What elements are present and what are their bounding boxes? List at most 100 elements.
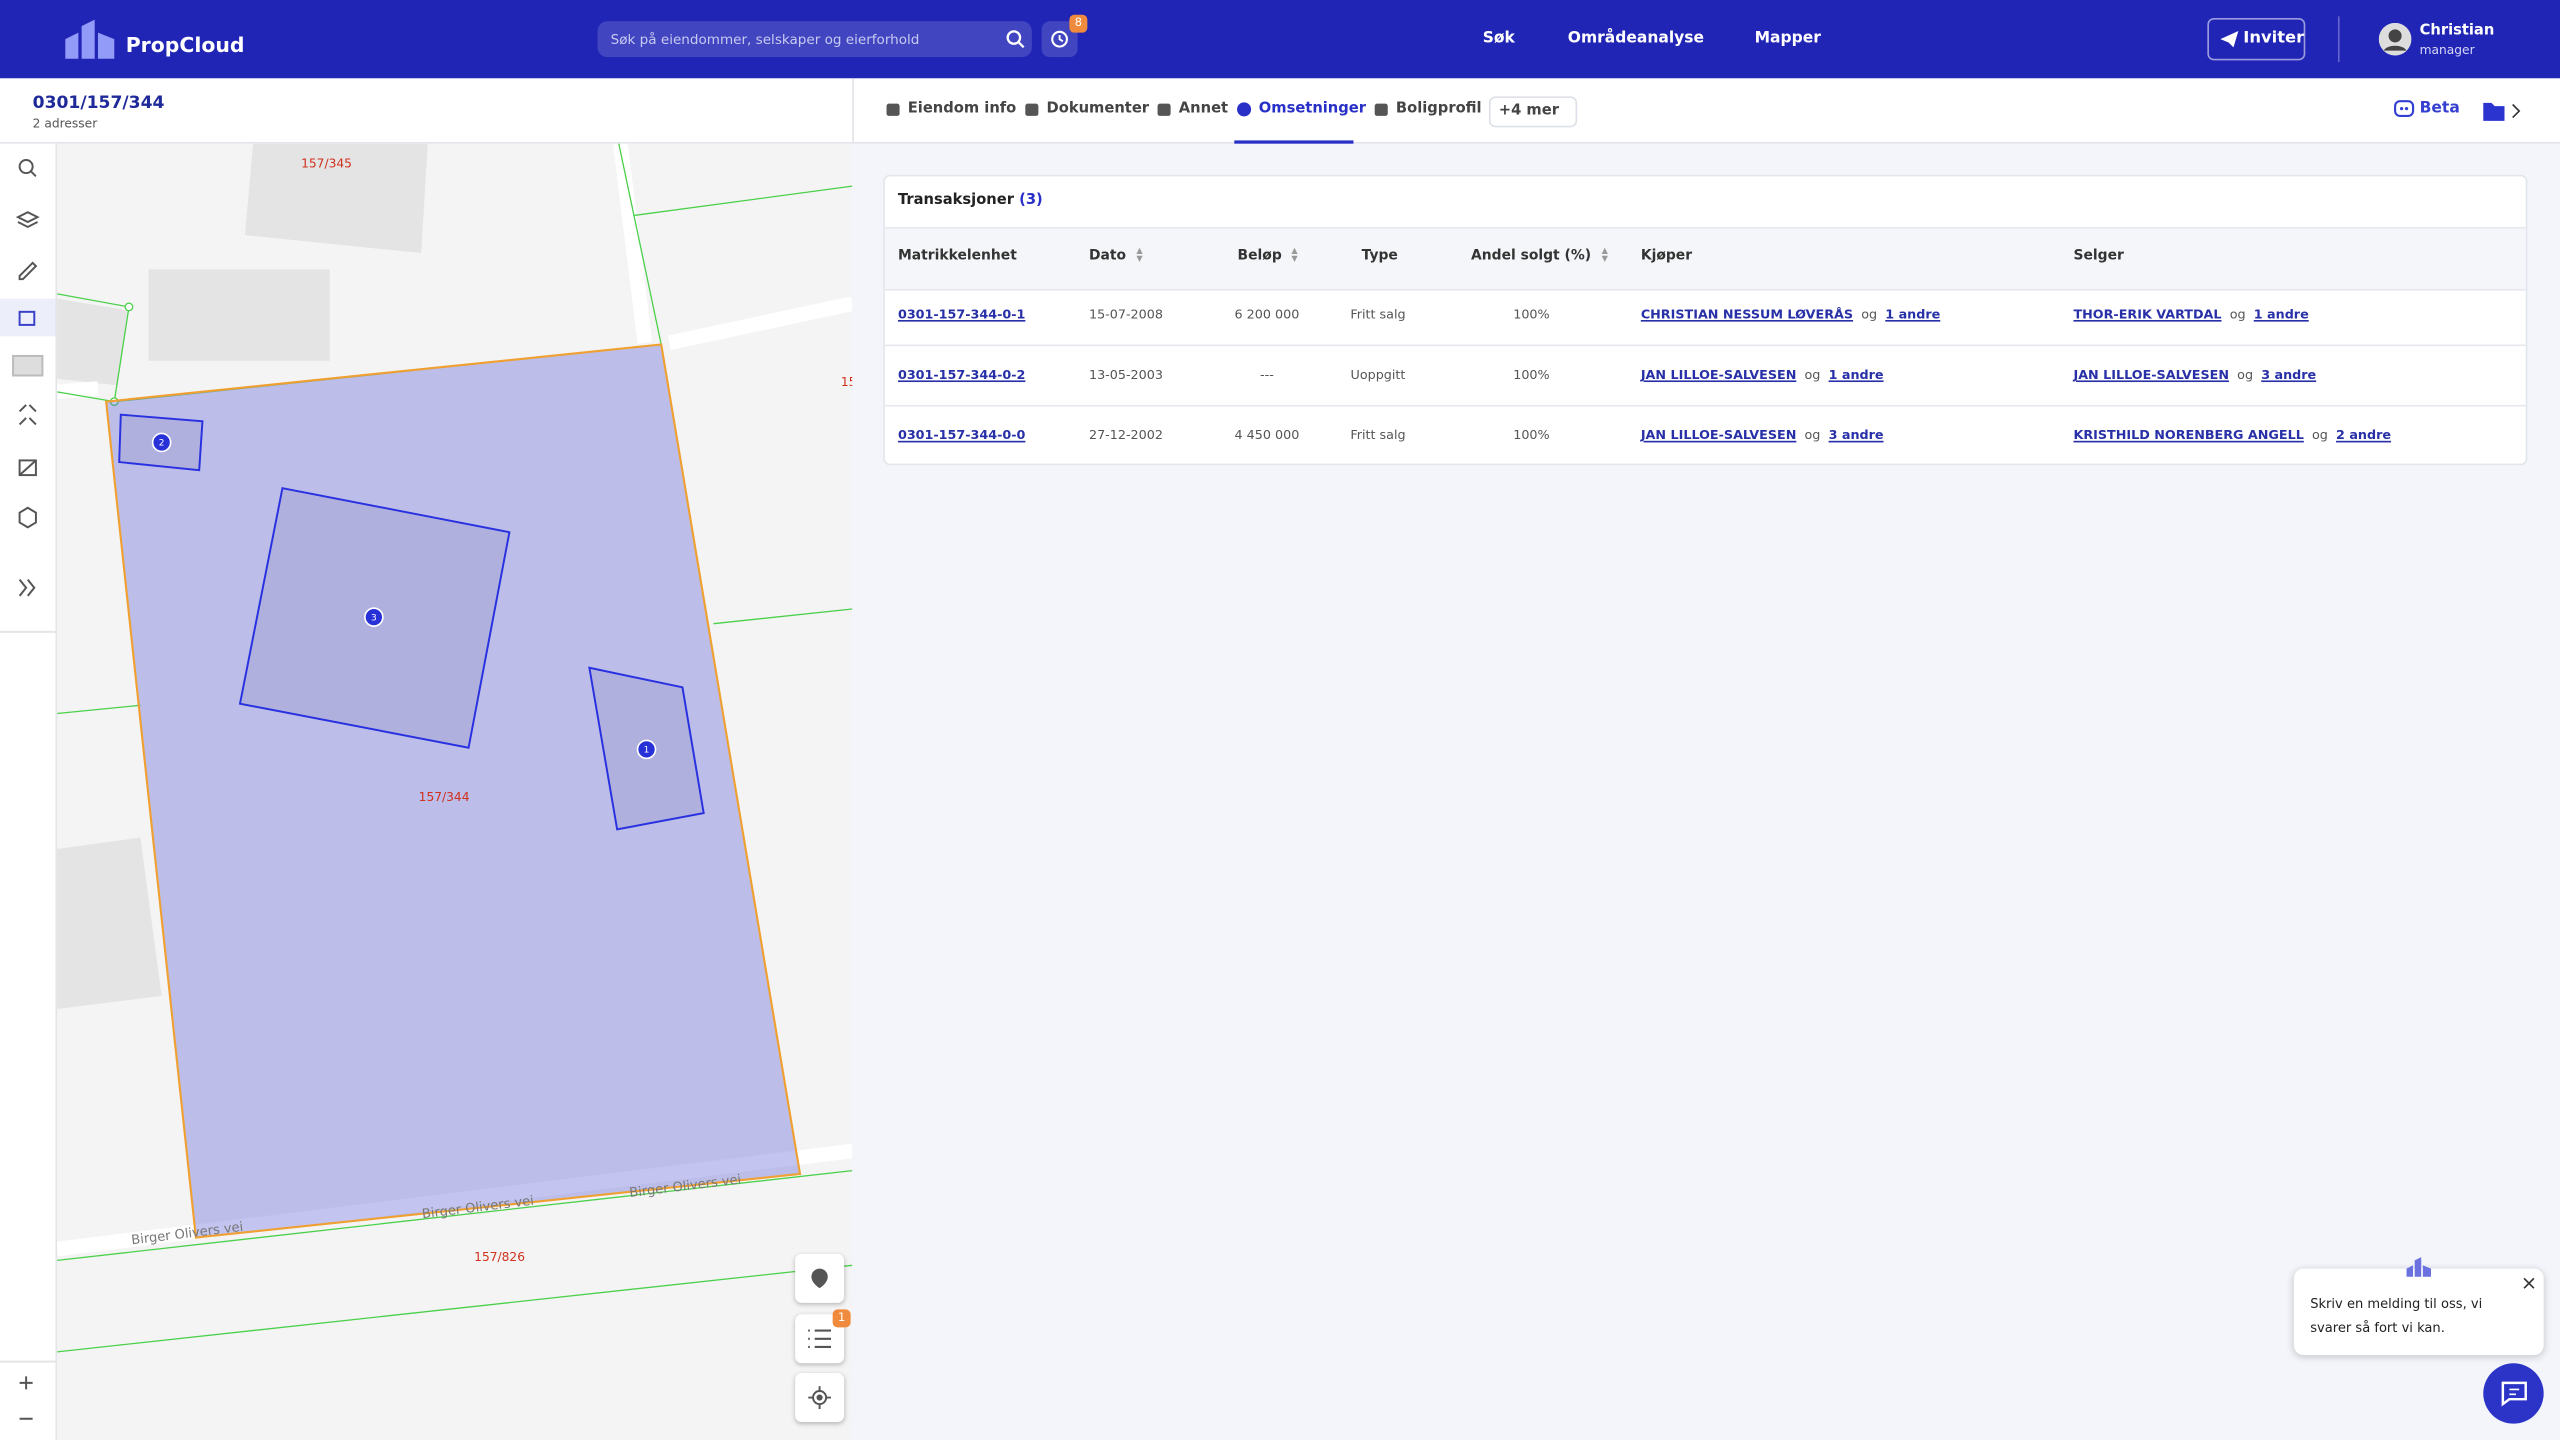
tab-icon-shape <box>1374 103 1388 116</box>
cell-type: Fritt salg <box>1350 427 1406 443</box>
nav-item[interactable]: Mapper <box>1754 29 1821 48</box>
building-marker[interactable] <box>151 432 172 453</box>
buyer-others[interactable]: 3 andre <box>1828 427 1884 443</box>
invite-label: Inviter <box>2243 29 2305 48</box>
column-header[interactable]: Andel solgt (%) <box>1471 248 1592 265</box>
cell-amount: 4 450 000 <box>1234 427 1300 443</box>
chat-close[interactable] <box>2522 1277 2535 1290</box>
cell-unit[interactable]: 0301-157-344-0-1 <box>897 306 1026 322</box>
beta-icon <box>2394 100 2415 117</box>
tab-label: Boligprofil <box>1395 101 1482 118</box>
column-header: Kjøper <box>1640 248 1693 265</box>
locate-icon <box>808 1386 832 1409</box>
chat-logo <box>2406 1257 2432 1277</box>
seller-others[interactable]: 3 andre <box>2261 367 2317 383</box>
list-button[interactable]: 1 <box>795 1309 851 1364</box>
tab[interactable]: Annet <box>1156 101 1228 118</box>
row-divider <box>884 404 2526 407</box>
nav-item[interactable]: Søk <box>1482 29 1515 48</box>
search-box[interactable]: Søk på eiendommer, selskaper og eierforh… <box>597 21 1032 58</box>
title-text: Transaksjoner <box>897 192 1014 209</box>
column-header: Matrikkelenhet <box>897 248 1017 265</box>
seller-name[interactable]: KRISTHILD NORENBERG ANGELL <box>2073 427 2304 443</box>
transactions-card <box>883 174 2528 466</box>
history-badge: 8 <box>1069 14 1088 33</box>
chat-icon <box>2501 1381 2527 1407</box>
tab-icon-shape <box>1237 102 1252 117</box>
column-header[interactable]: Beløp <box>1237 248 1282 265</box>
home-button[interactable] <box>795 1253 845 1303</box>
building-number: 3 <box>371 613 377 623</box>
more-tabs-button[interactable]: +4 mer <box>1488 96 1578 128</box>
beta-button[interactable]: Beta <box>2393 99 2460 118</box>
list-badge: 1 <box>832 1309 851 1328</box>
tab[interactable]: Omsetninger <box>1236 101 1366 118</box>
chat-message: Skriv en melding til oss, vi svarer så f… <box>2310 1296 2483 1336</box>
tab[interactable]: Boligprofil <box>1373 101 1482 118</box>
buyer-cell: JAN LILLOE-SALVESEN og 1 andre <box>1641 367 1884 382</box>
row-divider <box>884 344 2526 347</box>
buyer-joiner: og <box>1861 306 1878 322</box>
column-header: Selger <box>2073 248 2124 265</box>
seller-others[interactable]: 1 andre <box>2253 306 2309 322</box>
buyer-name[interactable]: JAN LILLOE-SALVESEN <box>1640 367 1797 383</box>
tab[interactable]: Eiendom info <box>885 101 1017 118</box>
tab-icon <box>1374 103 1388 116</box>
invite-button[interactable]: Inviter <box>2207 17 2306 61</box>
history-button[interactable]: 8 <box>1041 14 1088 58</box>
parcel-label: 157/344 <box>419 790 470 804</box>
map-toolbar <box>0 143 58 1440</box>
buyer-others[interactable]: 1 andre <box>1828 367 1884 383</box>
logo-icon <box>65 19 115 59</box>
beta-label: Beta <box>2419 99 2460 118</box>
top-bar: PropCloud Søk på eiendommer, selskaper o… <box>0 0 2560 79</box>
map[interactable]: 157/345 157/344 157/826 15 Birger Olivers ve… <box>57 143 853 1440</box>
cell-amount: --- <box>1260 367 1274 383</box>
search-placeholder: Søk på eiendommer, selskaper og eierforh… <box>610 31 920 48</box>
user-role: manager <box>2419 42 2475 58</box>
cell-type: Fritt salg <box>1350 306 1406 322</box>
tool-icons[interactable] <box>0 144 58 1440</box>
seller-name[interactable]: JAN LILLOE-SALVESEN <box>2073 367 2230 383</box>
parcel-label: 157/826 <box>474 1250 525 1264</box>
tab-label: Eiendom info <box>907 101 1017 118</box>
tab-icon-shape <box>1157 103 1171 116</box>
sort-icon[interactable]: ▲ ▼ <box>1136 246 1143 265</box>
seller-joiner: og <box>2229 306 2246 322</box>
buyer-others[interactable]: 1 andre <box>1885 306 1941 322</box>
cell-type: Uoppgitt <box>1350 367 1406 383</box>
seller-name[interactable]: THOR-ERIK VARTDAL <box>2073 306 2222 322</box>
sort-icon[interactable]: ▲ ▼ <box>1601 246 1608 265</box>
address-count[interactable]: 2 adresser <box>32 115 98 131</box>
buyer-name[interactable]: CHRISTIAN NESSUM LØVERÅS <box>1640 306 1854 322</box>
search-icon[interactable] <box>1006 29 1026 49</box>
seller-others[interactable]: 2 andre <box>2336 427 2392 443</box>
building-marker[interactable] <box>364 607 384 627</box>
folder-button[interactable] <box>2482 100 2524 123</box>
seller-joiner: og <box>2311 427 2328 443</box>
avatar[interactable] <box>2378 22 2412 56</box>
tab[interactable]: Dokumenter <box>1024 101 1149 118</box>
column-header[interactable]: Dato <box>1088 248 1127 265</box>
buyer-cell: CHRISTIAN NESSUM LØVERÅS og 1 andre <box>1641 307 1940 322</box>
tab-bar <box>852 78 2560 144</box>
sort-icon[interactable]: ▲ ▼ <box>1291 246 1298 265</box>
tab-underline <box>1234 140 1354 144</box>
tab-icon <box>1237 102 1252 117</box>
active-tool <box>0 298 56 337</box>
buyer-cell: JAN LILLOE-SALVESEN og 3 andre <box>1641 428 1884 443</box>
seller-cell: THOR-ERIK VARTDAL og 1 andre <box>2073 307 2308 322</box>
locate-button[interactable] <box>795 1373 845 1423</box>
cell-unit[interactable]: 0301-157-344-0-0 <box>897 427 1026 443</box>
user-name[interactable]: Christian <box>2419 22 2495 40</box>
chat-button[interactable] <box>2483 1363 2544 1424</box>
selected-parcel[interactable] <box>104 343 802 1239</box>
nav-item[interactable]: Områdeanalyse <box>1567 29 1705 48</box>
building-marker[interactable] <box>636 739 657 760</box>
buyer-name[interactable]: JAN LILLOE-SALVESEN <box>1640 427 1797 443</box>
table-title: Transaksjoner (3) <box>898 193 1043 209</box>
cell-unit[interactable]: 0301-157-344-0-2 <box>897 367 1026 383</box>
parcel-label: 157/345 <box>301 156 352 170</box>
brand[interactable]: PropCloud <box>125 32 245 58</box>
